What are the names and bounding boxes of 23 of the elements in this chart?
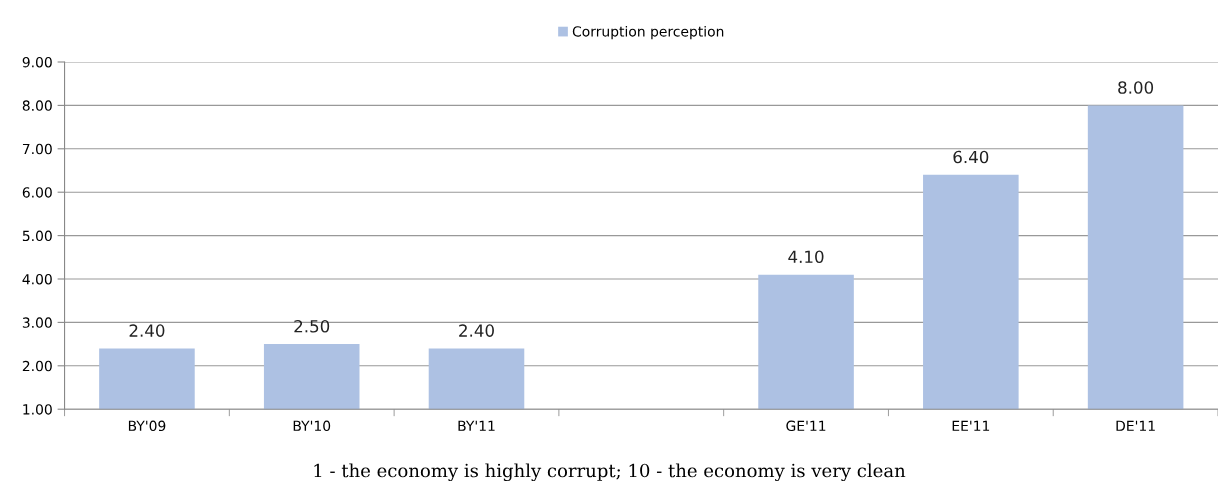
y-tick-label: 1.00 [23,404,52,415]
x-tick-label: BY'09 [128,420,166,432]
data-label: 8.00 [1118,81,1154,94]
y-tick-label: 7.00 [22,143,52,155]
data-label: 6.40 [953,150,989,164]
x-tick-label: EE'11 [952,420,990,431]
data-label: 2.50 [294,319,330,333]
y-tick-label: 5.00 [22,230,52,242]
x-tick-label: BY'10 [293,420,331,432]
x-tick-label: GE'11 [786,420,826,432]
x-tick-label: DE'11 [1116,420,1155,431]
y-tick-label: 9.00 [22,56,52,68]
data-label: 4.10 [788,250,824,264]
data-label: 2.40 [459,324,494,337]
y-tick-label: 3.00 [22,317,52,328]
x-tick-label: BY'11 [458,420,495,431]
y-tick-label: 8.00 [22,100,52,111]
data-label: 2.40 [129,324,165,337]
legend-label: Corruption perception [572,25,724,40]
text: 1 - the economy is highly corrupt; 10 - the economy is very clean [314,463,906,482]
y-tick-label: 4.00 [22,273,52,285]
y-tick-label: 2.00 [22,360,52,372]
y-tick-label: 6.00 [22,187,52,198]
